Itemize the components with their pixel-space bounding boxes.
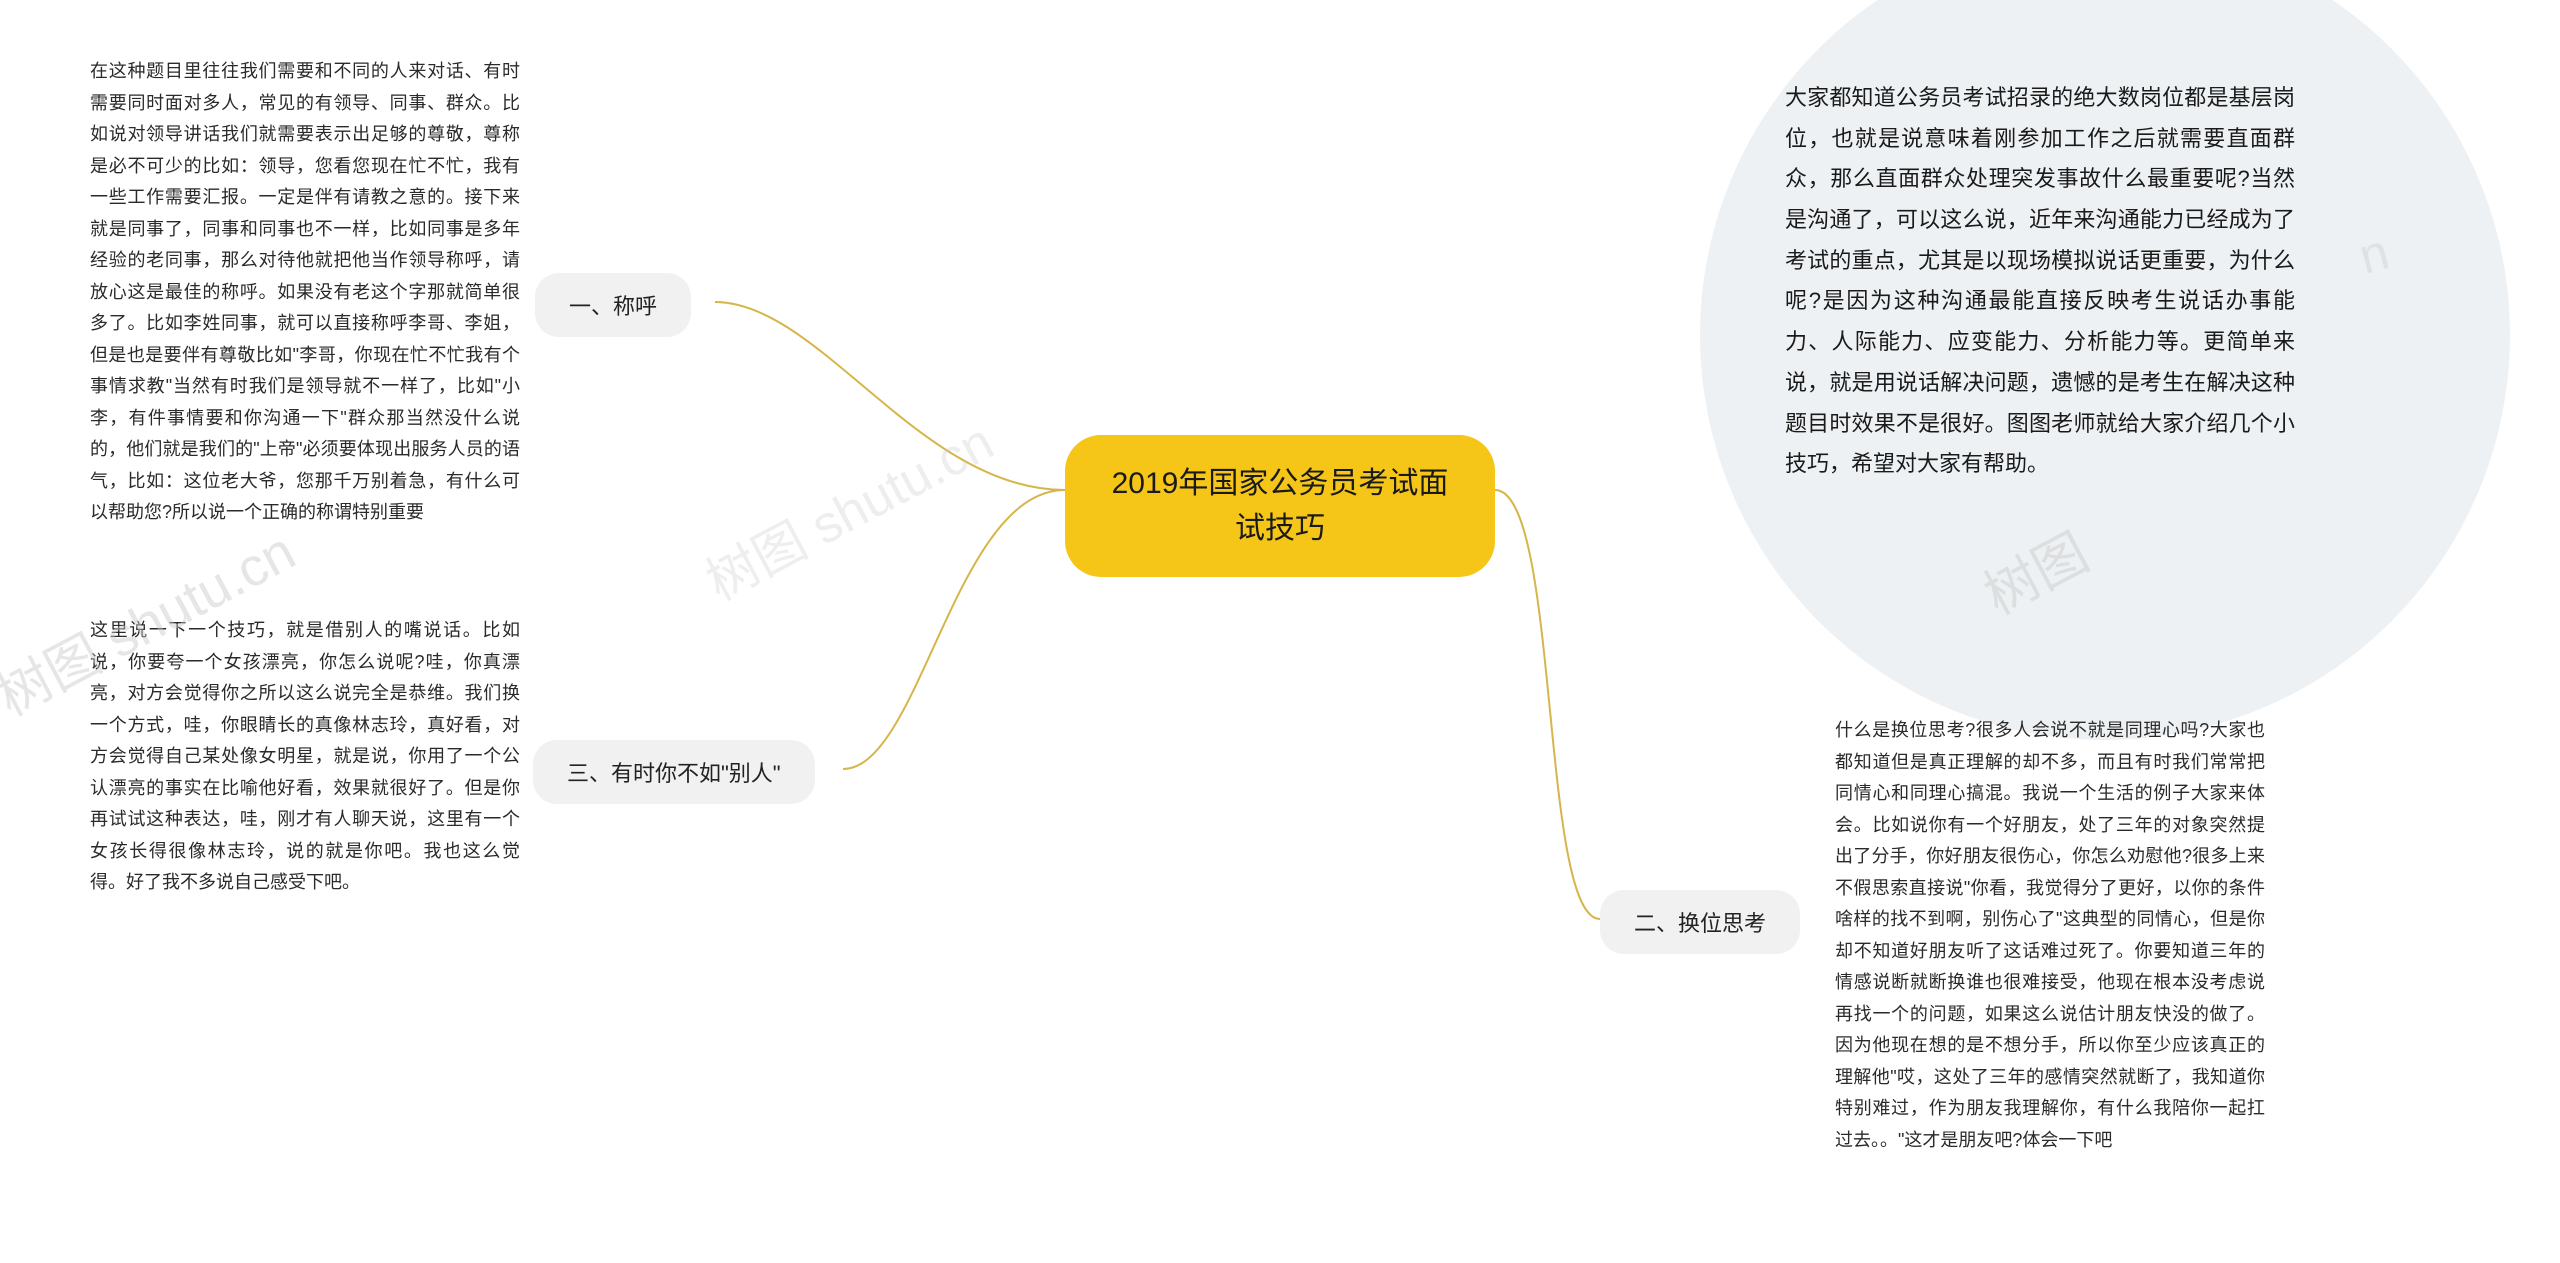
intro-text: 大家都知道公务员考试招录的绝大数岗位都是基层岗位，也就是说意味着刚参加工作之后就… xyxy=(1785,78,2295,485)
mindmap-canvas: 2019年国家公务员考试面 试技巧 一、称呼 三、有时你不如"别人" 二、换位思… xyxy=(0,0,2560,1263)
note-two: 什么是换位思考?很多人会说不就是同理心吗?大家也都知道但是真正理解的却不多，而且… xyxy=(1835,715,2265,1156)
watermark: 树图 shutu.cn xyxy=(691,400,1004,614)
branch-three: 三、有时你不如"别人" xyxy=(533,740,815,804)
branch-two: 二、换位思考 xyxy=(1600,890,1800,954)
center-node: 2019年国家公务员考试面 试技巧 xyxy=(1065,435,1495,577)
note-one: 在这种题目里往往我们需要和不同的人来对话、有时需要同时面对多人，常见的有领导、同… xyxy=(90,56,520,529)
note-three: 这里说一下一个技巧，就是借别人的嘴说话。比如说，你要夸一个女孩漂亮，你怎么说呢?… xyxy=(90,615,520,899)
branch-one: 一、称呼 xyxy=(535,273,691,337)
